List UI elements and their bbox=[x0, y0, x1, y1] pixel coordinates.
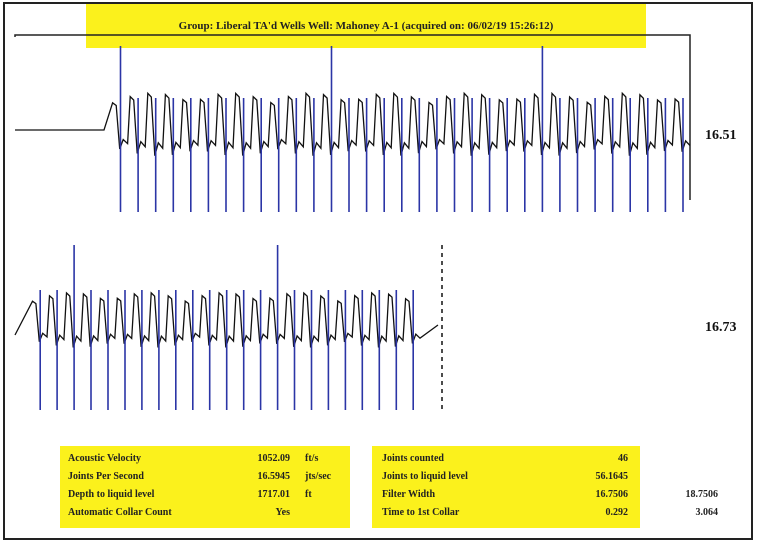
chart-title: Group: Liberal TA'd Wells Well: Mahoney … bbox=[86, 4, 646, 48]
trace-row-2 bbox=[14, 291, 439, 348]
right-label-1: Joints to liquid level bbox=[382, 471, 468, 482]
left-label-0: Acoustic Velocity bbox=[68, 453, 142, 464]
right-value-2: 16.7506 bbox=[595, 489, 629, 500]
left-unit-1: jts/sec bbox=[305, 471, 332, 482]
left-table-highlight bbox=[60, 446, 350, 528]
right-value-0: 46 bbox=[618, 453, 628, 464]
right-table-highlight bbox=[372, 446, 640, 528]
row2-depth-label: 16.73 bbox=[705, 320, 737, 335]
right-label-0: Joints counted bbox=[382, 453, 444, 464]
right-extra-3: 3.064 bbox=[695, 507, 719, 518]
row1-depth-label: 16.51 bbox=[705, 128, 737, 143]
left-label-2: Depth to liquid level bbox=[68, 489, 155, 500]
left-value-0: 1052.09 bbox=[257, 453, 291, 464]
chart-title-text: Group: Liberal TA'd Wells Well: Mahoney … bbox=[178, 20, 554, 32]
plot-frame bbox=[3, 2, 753, 540]
left-label-1: Joints Per Second bbox=[68, 471, 144, 482]
right-value-3: 0.292 bbox=[605, 507, 629, 518]
left-value-3: Yes bbox=[275, 507, 290, 518]
right-label-2: Filter Width bbox=[382, 489, 436, 500]
left-value-1: 16.5945 bbox=[257, 471, 291, 482]
right-extra-2: 18.7506 bbox=[685, 489, 719, 500]
right-label-3: Time to 1st Collar bbox=[382, 507, 460, 518]
left-value-2: 1717.01 bbox=[257, 489, 291, 500]
trace-row-1 bbox=[15, 91, 691, 156]
left-unit-0: ft/s bbox=[305, 453, 319, 464]
left-label-3: Automatic Collar Count bbox=[68, 507, 172, 518]
plot-top-border bbox=[14, 34, 691, 200]
right-value-1: 56.1645 bbox=[595, 471, 629, 482]
left-unit-2: ft bbox=[305, 489, 312, 500]
